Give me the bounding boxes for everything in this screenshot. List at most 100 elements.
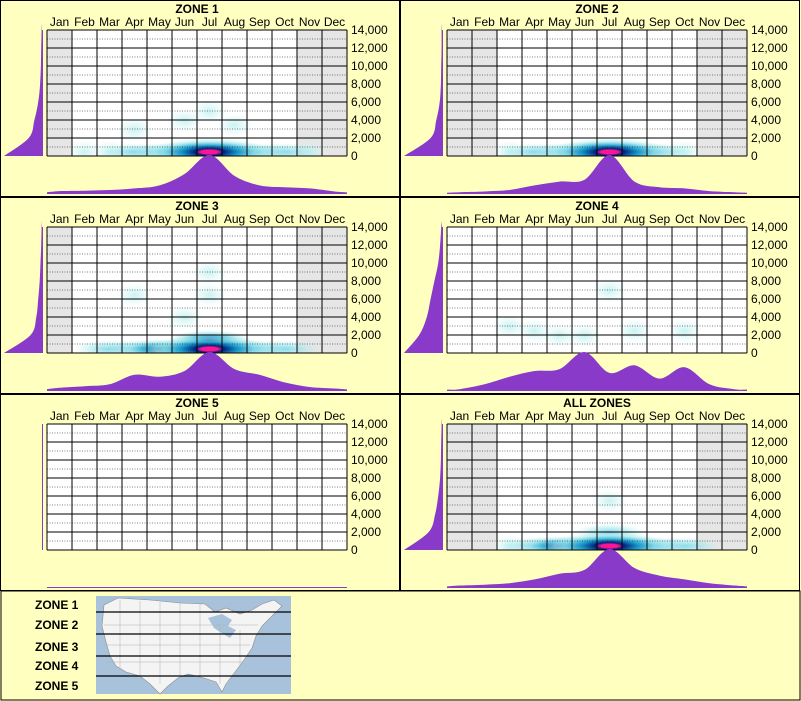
- zone-5-y-tick-label: 4,000: [351, 507, 381, 521]
- zone-2-month-label: Dec: [724, 15, 745, 29]
- all-zones-month-label: Nov: [699, 409, 720, 423]
- zone-4-month-label: Mar: [499, 212, 520, 226]
- map-land: [101, 597, 283, 695]
- zone-2-month-label: Nov: [699, 15, 720, 29]
- zone-5-month-label: Aug: [224, 409, 245, 423]
- zone-2-month-label: Oct: [675, 15, 694, 29]
- all-zones-y-tick-label: 12,000: [751, 435, 788, 449]
- zone-3-heat-spot: [116, 283, 153, 307]
- all-zones-elevation-profile: [404, 418, 442, 550]
- all-zones-y-tick-label: 2,000: [751, 525, 781, 539]
- all-zones-month-label: Jul: [602, 409, 617, 423]
- zone-4-y-tick-label: 4,000: [751, 310, 781, 324]
- zone-3-elevation-profile: [4, 221, 42, 353]
- zone-5-y-tick-label: 12,000: [351, 435, 388, 449]
- zone-5-month-label: Sep: [249, 409, 271, 423]
- zone-3-heat-spot: [191, 260, 228, 285]
- all-zones-monthly-profile: [447, 548, 747, 587]
- zone-3-month-label: Sep: [249, 212, 271, 226]
- zone-1-month-label: Sep: [249, 15, 271, 29]
- legend-zone-5-label: ZONE 5: [35, 679, 79, 693]
- zone-5-y-tick-label: 10,000: [351, 453, 388, 467]
- zone-4-heat-spot: [666, 319, 703, 343]
- zone-5-month-label: Jan: [50, 409, 69, 423]
- zone-3-monthly-profile: [47, 351, 347, 390]
- zone-3-panel: ZONE 3 Jan Feb Mar Apr May Jun Jul Aug Sep Oct Nov D…: [0, 197, 400, 394]
- zone-2-y-tick-label: 4,000: [751, 113, 781, 127]
- zone-5-month-label: Dec: [324, 409, 345, 423]
- zone-2-y-tick-label: 10,000: [751, 59, 788, 73]
- zone-1-y-tick-label: 12,000: [351, 41, 388, 55]
- zone-4-heat-spot: [591, 278, 628, 303]
- zone-2-month-label: Apr: [525, 15, 544, 29]
- zone-3-month-label: Jun: [175, 212, 194, 226]
- zone-5-month-label: Jun: [175, 409, 194, 423]
- zone-4-month-label: Jul: [602, 212, 617, 226]
- zone-5-panel: ZONE 5 Jan Feb Mar Apr May Jun Jul Aug Sep Oct Nov D…: [0, 394, 400, 591]
- zone-2-month-label: Sep: [649, 15, 671, 29]
- zone-1-month-label: Nov: [299, 15, 320, 29]
- all-zones-heat-layer: [491, 489, 721, 550]
- zone-4-title: ZONE 4: [575, 199, 619, 213]
- zone-5-month-label: Mar: [99, 409, 120, 423]
- zone-2-month-label: Aug: [624, 15, 645, 29]
- all-zones-month-label: Oct: [675, 409, 694, 423]
- zone-1-y-tick-label: 4,000: [351, 113, 381, 127]
- zone-3-month-label: Mar: [99, 212, 120, 226]
- zone-3-y-tick-label: 4,000: [351, 310, 381, 324]
- zone-1-month-label: Jul: [202, 15, 217, 29]
- all-zones-panel: ALL ZONES Jan Feb Mar Apr May Jun Jul Aug Sep Oct N…: [400, 394, 800, 591]
- zone-1-heat-spot: [191, 99, 228, 124]
- all-zones-y-tick-label: 8,000: [751, 471, 781, 485]
- all-zones-month-label: Apr: [525, 409, 544, 423]
- zone-5-y-tick-label: 0: [351, 543, 358, 557]
- zone-5-y-tick-label: 8,000: [351, 471, 381, 485]
- legend-zone-1-label: ZONE 1: [35, 598, 79, 612]
- map-great-lakes: [208, 614, 236, 638]
- zone-1-y-tick-label: 0: [351, 149, 358, 163]
- zone-1-month-label: Aug: [224, 15, 245, 29]
- zone-3-y-tick-label: 14,000: [351, 220, 388, 234]
- zone-2-y-tick-label: 6,000: [751, 95, 781, 109]
- zone-1-heat-spot: [116, 117, 153, 142]
- all-zones-title: ALL ZONES: [563, 396, 631, 410]
- zone-5-month-label: Jul: [202, 409, 217, 423]
- zone-2-y-tick-label: 8,000: [751, 77, 781, 91]
- zone-1-y-tick-label: 6,000: [351, 95, 381, 109]
- zone-1-month-label: Feb: [74, 15, 95, 29]
- zone-3-month-label: Aug: [224, 212, 245, 226]
- zone-4-y-tick-label: 2,000: [751, 328, 781, 342]
- zone-4-y-tick-label: 12,000: [751, 238, 788, 252]
- all-zones-month-label: Sep: [649, 409, 671, 423]
- all-zones-month-label: Feb: [474, 409, 495, 423]
- zone-2-y-tick-label: 2,000: [751, 131, 781, 145]
- zone-4-month-label: Nov: [699, 212, 720, 226]
- zone-1-heat-layer: [66, 99, 328, 156]
- zone-charts: ZONE 1 Jan Feb Mar Apr May Jun Jul Aug Sep Oct Nov D…: [0, 0, 800, 591]
- all-zones-month-label: May: [548, 409, 571, 423]
- zone-4-month-label: May: [548, 212, 571, 226]
- zone-4-y-tick-label: 0: [751, 346, 758, 360]
- zone-2-y-tick-label: 12,000: [751, 41, 788, 55]
- zone-4-month-label: Oct: [675, 212, 694, 226]
- zone-2-title: ZONE 2: [575, 2, 619, 16]
- zone-1-elevation-profile: [4, 24, 42, 156]
- all-zones-month-label: Mar: [499, 409, 520, 423]
- zone-5-month-label: Oct: [275, 409, 294, 423]
- zone-3-month-label: Jan: [50, 212, 69, 226]
- zone-5-y-tick-label: 2,000: [351, 525, 381, 539]
- zone-3-y-tick-label: 8,000: [351, 274, 381, 288]
- zone-5-title: ZONE 5: [175, 396, 219, 410]
- zone-1-heat-spot: [216, 113, 253, 137]
- zone-1-y-tick-label: 10,000: [351, 59, 388, 73]
- zone-2-month-label: Jun: [575, 15, 594, 29]
- zone-1-title: ZONE 1: [175, 2, 219, 16]
- zone-3-month-label: Jul: [202, 212, 217, 226]
- zone-4-month-label: Dec: [724, 212, 745, 226]
- all-zones-y-tick-label: 4,000: [751, 507, 781, 521]
- all-zones-y-tick-label: 6,000: [751, 489, 781, 503]
- zone-3-heat-layer: [73, 260, 321, 353]
- zone-3-month-label: Nov: [299, 212, 320, 226]
- all-zones-month-label: Jun: [575, 409, 594, 423]
- zone-2-elevation-profile: [404, 24, 442, 156]
